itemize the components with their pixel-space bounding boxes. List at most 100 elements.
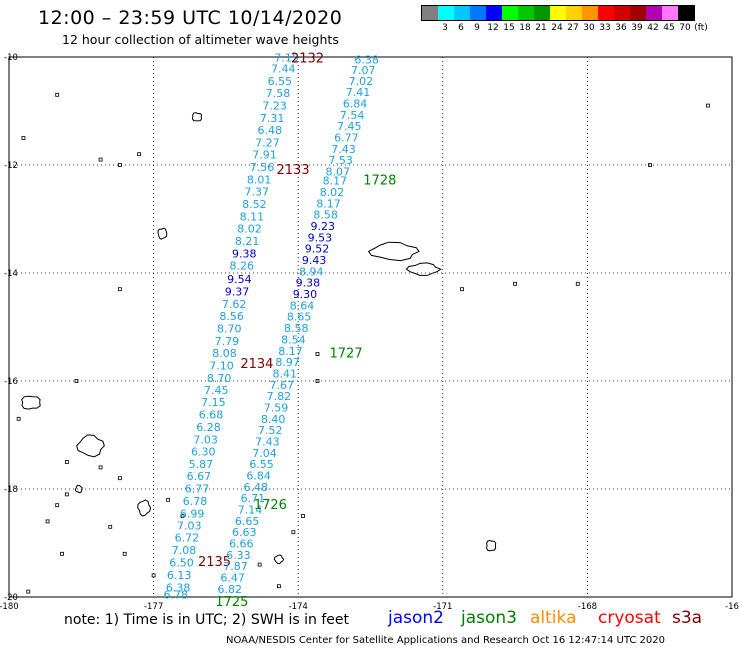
swh-value: 8.08: [212, 347, 237, 360]
map-border: [8, 56, 733, 598]
islet: [180, 514, 185, 518]
swh-value: 7.79: [215, 335, 240, 348]
island-outline: [21, 395, 41, 410]
legend-label: 45: [663, 23, 675, 33]
swh-value: 8.54: [281, 333, 306, 346]
map-grid: [9, 57, 732, 597]
swh-value: 7.03: [177, 520, 202, 533]
swh-value: 6.66: [229, 538, 254, 551]
legend-swatch: [598, 6, 614, 20]
legend-label: 6: [458, 23, 464, 33]
swh-value: 7.91: [252, 149, 277, 162]
swh-value: 9.43: [302, 254, 327, 267]
islet: [513, 281, 517, 286]
swh-value: 6.38: [354, 54, 379, 67]
islet: [301, 514, 305, 518]
swh-value: 7.45: [204, 384, 229, 397]
swh-value: 8.40: [261, 413, 286, 426]
swh-value: 8.11: [240, 210, 265, 223]
island-outline: [367, 241, 420, 262]
swh-value: 8.58: [284, 322, 309, 335]
islet: [575, 281, 580, 286]
legend-label: 24: [551, 23, 563, 33]
swh-value: 6.30: [191, 446, 216, 459]
swh-value: 6.28: [196, 421, 221, 434]
swh-value: 6.82: [218, 583, 243, 596]
swh-value: 8.17: [278, 345, 303, 358]
x-tick-label: -174: [289, 602, 308, 612]
swh-value: 7.87: [223, 560, 248, 573]
swh-value: 7.62: [222, 298, 247, 311]
islet: [55, 92, 60, 97]
legend-label: 21: [535, 23, 547, 33]
swh-value: 7.31: [260, 112, 285, 125]
mission-cryosat: cryosat: [598, 608, 661, 628]
land-outlines: [16, 92, 710, 594]
island-outline: [191, 112, 203, 122]
islet: [460, 287, 464, 292]
swh-value: 7.07: [351, 64, 376, 77]
swh-value: 8.02: [237, 223, 262, 236]
mission-jason3: jason3: [461, 608, 517, 628]
legend-label: 33: [599, 23, 611, 33]
islet: [257, 562, 262, 567]
legend-swatch: [534, 6, 550, 20]
legend-swatch: [630, 6, 646, 20]
islet: [706, 103, 710, 108]
swh-value: 8.64: [290, 299, 315, 312]
legend-swatch: [438, 6, 454, 20]
swh-value: 7.53: [328, 154, 353, 167]
legend-swatch: [502, 6, 518, 20]
islet: [291, 530, 296, 535]
swh-value: 6.67: [187, 470, 212, 483]
pass-time-label: 1728: [363, 174, 396, 189]
y-tick-label: -20: [4, 593, 18, 603]
swh-value: 8.70: [217, 323, 242, 336]
swh-value: 6.78: [164, 588, 189, 601]
swh-value: 6.38: [166, 581, 191, 594]
swh-value: 6.47: [220, 572, 245, 585]
credit-line: NOAA/NESDIS Center for Satellite Applica…: [226, 635, 665, 646]
islet: [166, 497, 170, 502]
swh-value: 7.08: [172, 544, 197, 557]
legend-swatch: [582, 6, 598, 20]
pass-time-label: 2133: [277, 163, 310, 178]
island-outline: [137, 499, 152, 517]
satellite-tracks: 7.157.446.557.587.237.316.487.277.917.56…: [164, 52, 397, 610]
y-tick-label: -12: [4, 161, 18, 171]
legend-swatch: [486, 6, 502, 20]
swh-value: 6.33: [226, 549, 251, 562]
islet: [117, 476, 122, 481]
legend-label: 70: [679, 23, 691, 33]
swh-value: 7.27: [255, 136, 280, 149]
swh-value: 8.41: [272, 367, 297, 380]
legend-swatch: [470, 6, 486, 20]
track-pass-a: 7.157.446.557.587.237.316.487.277.917.56…: [164, 52, 325, 602]
legend-label: 42: [647, 23, 659, 33]
chart-subtitle: 12 hour collection of altimeter wave hei…: [62, 32, 339, 47]
island-outline: [405, 262, 442, 276]
y-tick-label: -16: [4, 377, 18, 387]
swh-value: 8.17: [316, 197, 341, 210]
legend-label: 15: [503, 23, 515, 33]
pass-time-label: 1727: [330, 346, 363, 361]
swh-value: 6.78: [183, 495, 208, 508]
island-outline: [485, 539, 497, 552]
legend-swatch: [422, 6, 438, 20]
pass-time-label: 2135: [198, 555, 231, 570]
swh-value: 7.82: [267, 390, 292, 403]
swh-value: 7.44: [271, 62, 296, 75]
swh-value: 9.54: [227, 273, 252, 286]
islet: [648, 163, 652, 167]
axis-tick-labels: -180 -177 -174 -171 -168 -16 -10 -12 -14 -16 -18 -2…: [0, 53, 739, 612]
legend-labels: 3 6 9 12 15 18 21 24 27 30 33 36 39 42 45 70 (ft): [421, 21, 708, 35]
swh-value: 7.45: [337, 120, 362, 133]
swh-value: 8.94: [299, 265, 324, 278]
island-outline: [74, 484, 83, 494]
swh-value: 6.63: [232, 526, 257, 539]
mission-altika: altika: [530, 608, 577, 628]
islet: [117, 163, 122, 167]
islet: [64, 460, 69, 464]
islet: [45, 519, 50, 524]
